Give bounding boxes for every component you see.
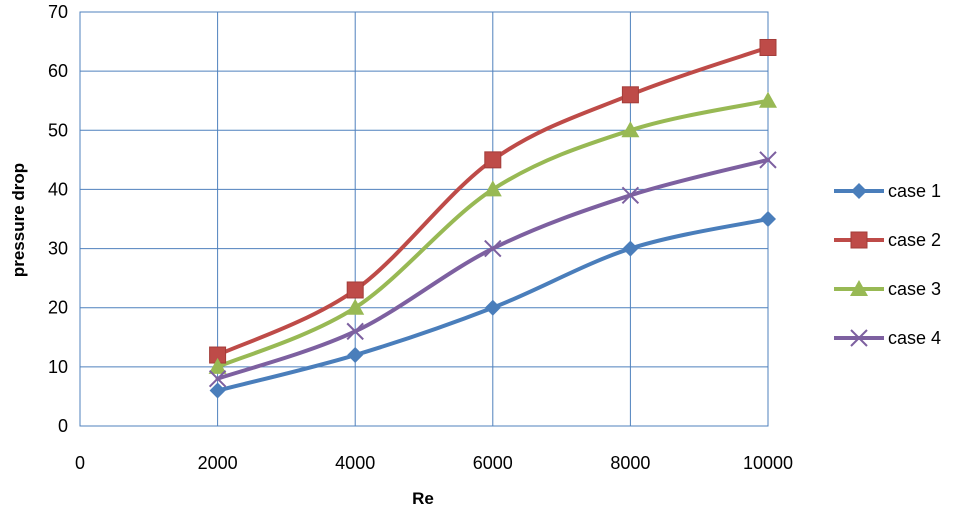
data-point-case-1 xyxy=(347,347,364,364)
data-point-case-3 xyxy=(346,298,365,315)
plot-area-border xyxy=(79,11,769,427)
data-point-case-1 xyxy=(209,382,226,399)
legend-label-case-1: case 1 xyxy=(888,181,941,201)
data-point-case-1 xyxy=(622,240,639,257)
x-tick-label: 2000 xyxy=(198,453,238,473)
y-tick-label: 50 xyxy=(48,120,68,140)
x-axis-title: Re xyxy=(412,489,434,508)
data-point-case-4 xyxy=(208,369,227,388)
data-point-case-1 xyxy=(484,299,501,316)
data-point-case-3 xyxy=(621,121,640,138)
grid xyxy=(79,11,769,427)
x-tick-label: 0 xyxy=(75,453,85,473)
data-point-case-3 xyxy=(208,357,227,374)
y-tick-label: 40 xyxy=(48,179,68,199)
data-point-case-3 xyxy=(759,91,777,108)
data-point-case-4 xyxy=(484,239,502,258)
legend-marker-case-4 xyxy=(850,329,868,347)
legend-label-case-4: case 4 xyxy=(888,328,941,348)
y-axis-ticks: 0 10 20 30 40 50 60 70 xyxy=(48,2,68,436)
data-point-case-1 xyxy=(760,211,776,227)
data-point-case-4 xyxy=(759,151,777,169)
legend-marker-case-3 xyxy=(850,280,868,296)
x-tick-label: 4000 xyxy=(335,453,375,473)
legend-marker-case-1 xyxy=(851,183,867,199)
legend-label-case-2: case 2 xyxy=(888,230,941,250)
legend-label-case-3: case 3 xyxy=(888,279,941,299)
data-point-case-4 xyxy=(346,322,364,341)
y-tick-label: 0 xyxy=(58,416,68,436)
y-tick-label: 70 xyxy=(48,2,68,22)
y-tick-label: 30 xyxy=(48,239,68,259)
data-point-case-3 xyxy=(483,180,502,197)
x-tick-label: 10000 xyxy=(743,453,793,473)
data-point-case-2 xyxy=(621,86,639,104)
legend: case 1 case 2 case 3 case 4 xyxy=(834,181,941,348)
y-tick-label: 60 xyxy=(48,61,68,81)
legend-marker-case-2 xyxy=(850,231,868,249)
y-tick-label: 20 xyxy=(48,298,68,318)
y-axis-title: pressure drop xyxy=(9,163,28,277)
x-axis-ticks: 0 2000 4000 6000 8000 10000 xyxy=(75,453,793,473)
data-point-case-2 xyxy=(759,38,777,56)
data-point-case-4 xyxy=(621,186,640,205)
series-markers xyxy=(208,38,777,399)
data-point-case-2 xyxy=(484,151,502,169)
data-point-case-2 xyxy=(346,281,364,299)
x-tick-label: 6000 xyxy=(473,453,513,473)
x-tick-label: 8000 xyxy=(610,453,650,473)
y-tick-label: 10 xyxy=(48,357,68,377)
